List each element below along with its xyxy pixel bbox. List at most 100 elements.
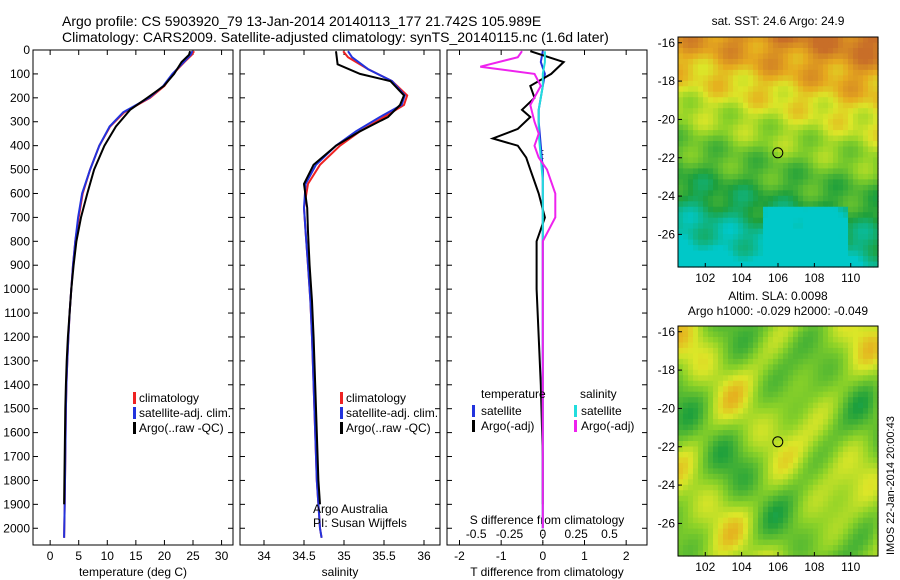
map-pixel bbox=[683, 53, 689, 60]
map-pixel bbox=[853, 353, 859, 360]
map-pixel bbox=[703, 75, 709, 82]
map-pixel bbox=[788, 386, 794, 393]
map-pixel bbox=[808, 53, 814, 60]
map-pixel bbox=[833, 152, 839, 159]
map-pixel bbox=[733, 201, 739, 208]
map-pixel bbox=[813, 206, 819, 213]
map-pixel bbox=[748, 250, 754, 257]
map-pixel bbox=[793, 550, 799, 557]
map-pixel bbox=[778, 245, 784, 252]
map-pixel bbox=[833, 113, 839, 120]
map-pixel bbox=[768, 223, 774, 230]
map-pixel bbox=[753, 168, 759, 175]
map-pixel bbox=[838, 380, 844, 387]
map-pixel bbox=[863, 234, 869, 241]
map-pixel bbox=[733, 408, 739, 415]
map-pixel bbox=[713, 326, 719, 333]
series-line-argo-raw-qc- bbox=[63, 50, 192, 505]
map-pixel bbox=[693, 326, 699, 333]
map-pixel bbox=[703, 102, 709, 109]
map-pixel bbox=[868, 435, 874, 442]
map-pixel bbox=[748, 102, 754, 109]
map-pixel bbox=[748, 135, 754, 142]
map-pixel bbox=[853, 234, 859, 241]
map-pixel bbox=[788, 506, 794, 513]
map-pixel bbox=[723, 119, 729, 126]
map-pixel bbox=[858, 179, 864, 186]
map-pixel bbox=[783, 141, 789, 148]
map-pixel bbox=[698, 353, 704, 360]
map-pixel bbox=[718, 113, 724, 120]
map-pixel bbox=[853, 47, 859, 55]
map-pixel bbox=[773, 397, 779, 404]
map-pixel bbox=[823, 358, 829, 365]
map-pixel bbox=[698, 386, 704, 393]
map-pixel bbox=[753, 58, 759, 65]
map-pixel bbox=[838, 97, 844, 104]
map-pixel bbox=[738, 430, 744, 437]
map-pixel bbox=[683, 234, 689, 241]
map-pixel bbox=[808, 206, 814, 213]
map-pixel bbox=[838, 336, 844, 344]
map-pixel bbox=[738, 162, 744, 170]
map-pixel bbox=[838, 113, 844, 120]
map-pixel bbox=[688, 408, 694, 415]
map-pixel bbox=[868, 534, 874, 541]
map-pixel bbox=[843, 545, 849, 552]
map-pixel bbox=[778, 64, 784, 71]
map-pixel bbox=[703, 424, 709, 431]
map-pixel bbox=[763, 424, 769, 431]
map-pixel bbox=[868, 201, 874, 208]
map-pixel bbox=[873, 397, 879, 404]
map-pixel bbox=[788, 380, 794, 387]
map-pixel bbox=[763, 495, 769, 502]
map-pixel bbox=[713, 75, 719, 82]
map-pixel bbox=[728, 234, 734, 241]
map-pixel bbox=[828, 435, 834, 442]
map-pixel bbox=[683, 402, 689, 409]
map-pixel bbox=[713, 441, 719, 448]
map-pixel bbox=[738, 462, 744, 469]
map-pixel bbox=[773, 490, 779, 497]
map-pixel bbox=[793, 168, 799, 175]
map-pixel bbox=[678, 124, 684, 131]
map-pixel bbox=[773, 102, 779, 109]
map-pixel bbox=[858, 173, 864, 180]
map-pixel bbox=[708, 539, 714, 546]
map-pixel bbox=[873, 326, 879, 333]
map-pixel bbox=[773, 152, 779, 159]
map-pixel bbox=[683, 451, 689, 459]
map-pixel bbox=[693, 419, 699, 426]
map-pixel bbox=[808, 347, 814, 354]
map-pixel bbox=[868, 364, 874, 371]
map-pixel bbox=[683, 206, 689, 213]
map-pixel bbox=[783, 386, 789, 393]
map-pixel bbox=[778, 135, 784, 142]
map-pixel bbox=[863, 402, 869, 409]
map-pixel bbox=[798, 517, 804, 524]
legend-label: climatology bbox=[139, 391, 199, 405]
map-pixel bbox=[793, 146, 799, 153]
map-pixel bbox=[743, 336, 749, 344]
map-pixel bbox=[758, 424, 764, 431]
map-pixel bbox=[713, 391, 719, 398]
map-pixel bbox=[873, 424, 879, 431]
map-pixel bbox=[688, 162, 694, 170]
map-pixel bbox=[758, 506, 764, 513]
map-x-tick-label: 104 bbox=[732, 560, 752, 574]
map-pixel bbox=[728, 173, 734, 180]
map-pixel bbox=[743, 69, 749, 76]
map-pixel bbox=[828, 80, 834, 87]
map-pixel bbox=[778, 413, 784, 420]
map-pixel bbox=[863, 190, 869, 197]
map-pixel bbox=[833, 408, 839, 415]
map-pixel bbox=[713, 408, 719, 415]
map-pixel bbox=[873, 91, 879, 98]
map-pixel bbox=[858, 37, 864, 44]
map-pixel bbox=[803, 69, 809, 76]
map-pixel bbox=[873, 550, 879, 557]
map-pixel bbox=[793, 217, 799, 224]
map-pixel bbox=[698, 64, 704, 71]
map-pixel bbox=[843, 157, 849, 164]
map-pixel bbox=[748, 375, 754, 382]
